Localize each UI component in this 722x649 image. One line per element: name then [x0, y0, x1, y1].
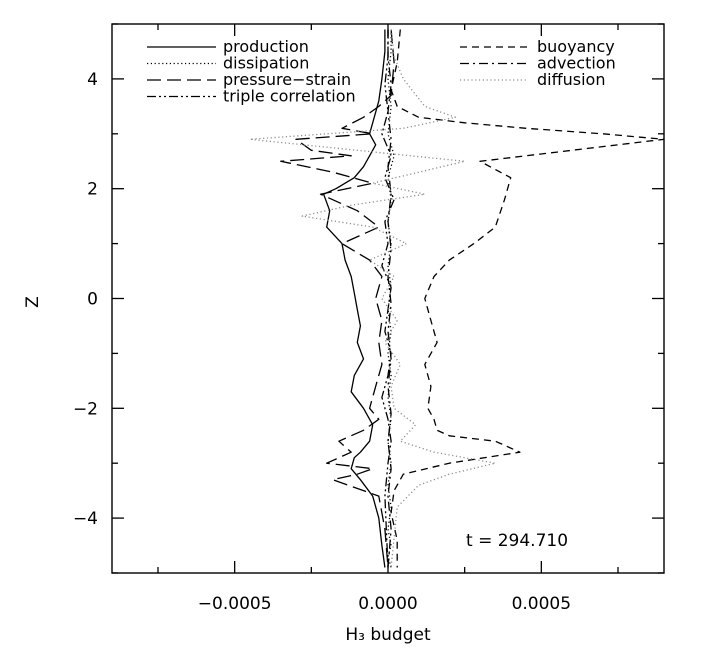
legend-label: production	[223, 37, 309, 56]
series-diffusion	[249, 29, 496, 568]
x-tick-label: −0.0005	[198, 594, 272, 614]
legend-label: dissipation	[223, 54, 309, 73]
axis-ticks: −0.0005 0.0000 0.0005 −4 −2 0 2 4	[73, 23, 664, 614]
y-tick-label: −4	[73, 509, 98, 529]
legend-label: pressure−strain	[223, 70, 351, 89]
x-tick-label: 0.0000	[358, 594, 417, 614]
y-axis-label: Z	[23, 296, 43, 308]
time-annotation: t = 294.710	[466, 531, 568, 551]
y-tick-label: 0	[87, 290, 98, 310]
series-layer	[249, 29, 665, 568]
legend-label: buoyancy	[537, 37, 615, 56]
series-production	[322, 29, 386, 568]
y-tick-label: −2	[73, 399, 98, 419]
legend: productiondissipationpressure−straintrip…	[147, 37, 616, 106]
legend-label: diffusion	[537, 70, 605, 89]
y-tick-label: 2	[87, 180, 98, 200]
y-tick-label: 4	[87, 70, 98, 90]
legend-label: advection	[537, 54, 616, 73]
series-pressure-strain	[280, 29, 395, 568]
series-dissipation	[387, 29, 395, 568]
series-advection	[387, 29, 392, 568]
x-tick-label: 0.0005	[512, 594, 571, 614]
legend-label: triple correlation	[223, 87, 356, 106]
x-axis-label: H₃ budget	[345, 625, 431, 645]
series-buoyancy	[390, 29, 665, 568]
